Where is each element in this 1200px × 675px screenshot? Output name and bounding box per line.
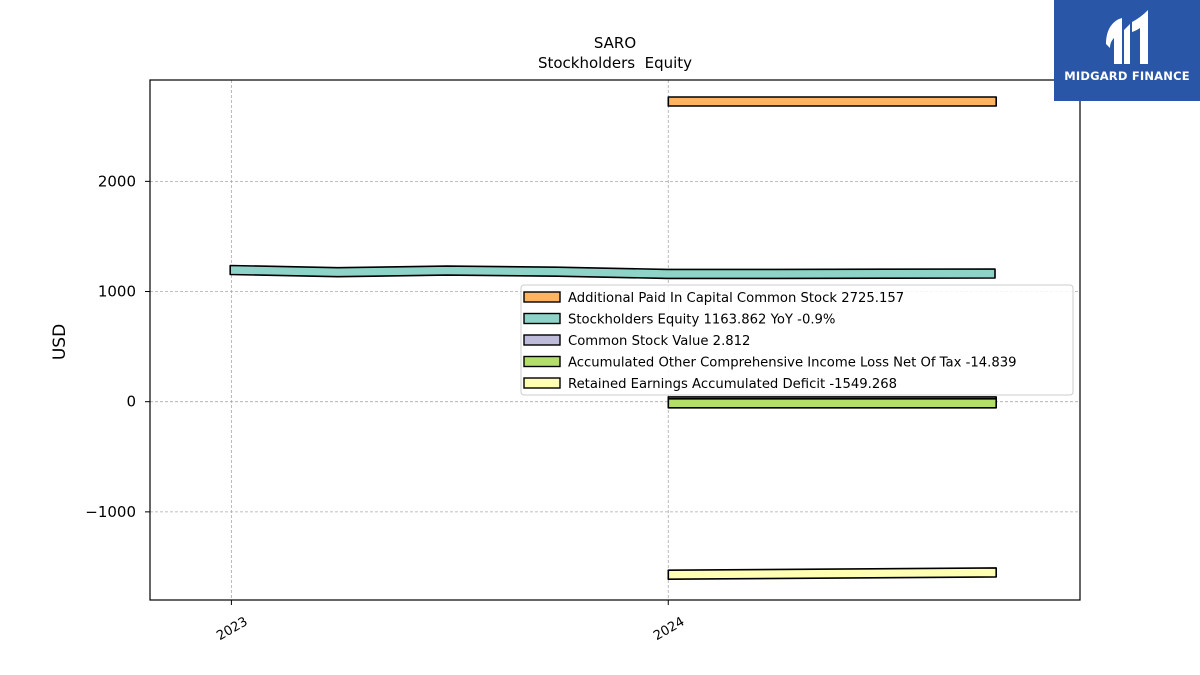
- legend-label: Common Stock Value 2.812: [568, 334, 750, 349]
- x-tick-label: 2023: [214, 614, 250, 644]
- legend-swatch: [523, 377, 561, 389]
- legend: Additional Paid In Capital Common Stock …: [520, 284, 1074, 396]
- chart-title: SARO: [594, 34, 636, 52]
- legend-label: Additional Paid In Capital Common Stock …: [568, 291, 904, 306]
- legend-label: Accumulated Other Comprehensive Income L…: [568, 356, 1017, 371]
- series-band-3: [667, 398, 997, 409]
- series-layer: [229, 96, 997, 580]
- chart-subtitle: Stockholders Equity: [538, 54, 692, 72]
- y-axis-label: USD: [50, 324, 70, 360]
- x-tick-label: 2024: [651, 614, 687, 644]
- y-tick-label: 1000: [98, 283, 136, 301]
- series-band-0: [667, 96, 997, 107]
- series-band-1: [229, 264, 996, 280]
- y-tick-label: −1000: [85, 503, 136, 521]
- brand-logo: MIDGARD FINANCE: [1054, 0, 1200, 101]
- legend-label: Retained Earnings Accumulated Deficit -1…: [568, 377, 897, 392]
- legend-swatch: [523, 334, 561, 346]
- legend-swatch: [523, 312, 561, 325]
- legend-swatch: [523, 291, 561, 303]
- x-ticks: 2023 2024: [214, 600, 687, 644]
- series-band-4: [667, 567, 997, 580]
- y-ticks: −1000 0 1000 2000: [85, 172, 150, 521]
- y-tick-label: 0: [126, 393, 136, 411]
- legend-box: [520, 284, 1074, 396]
- brand-logo-text: MIDGARD FINANCE: [1064, 69, 1190, 83]
- legend-label: Stockholders Equity 1163.862 YoY -0.9%: [568, 313, 835, 328]
- y-tick-label: 2000: [98, 172, 136, 190]
- midgard-logo-icon: [1106, 10, 1148, 64]
- legend-swatch: [523, 355, 561, 368]
- plot-frame: [149, 79, 1081, 601]
